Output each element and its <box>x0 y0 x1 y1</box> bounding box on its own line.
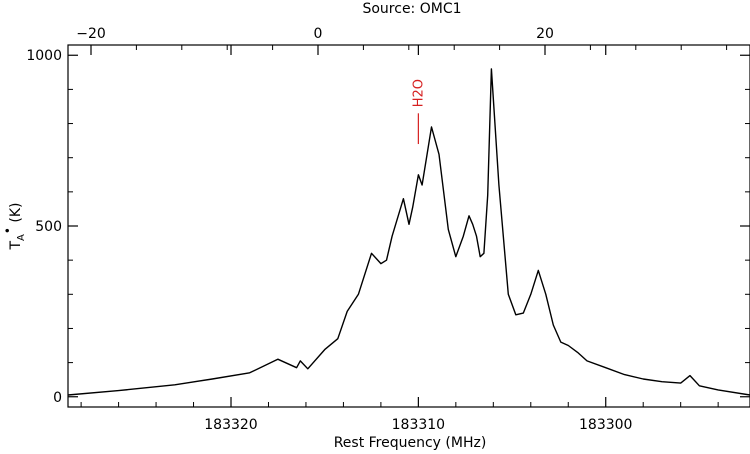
h2o-label: H2O <box>411 79 426 107</box>
x-tick-label: 183320 <box>204 417 257 433</box>
y-axis-title: TA• (K) <box>1 202 27 250</box>
x-axis-top: −20 0 20 <box>76 26 728 55</box>
x-axis-title: Rest Frequency (MHz) <box>334 435 487 451</box>
plot-frame <box>67 44 750 408</box>
x-axis-bottom: 183320 183310 183300 <box>80 45 719 433</box>
svg-text:TA• (K): TA• (K) <box>1 202 27 250</box>
y-tick-label: 1000 <box>26 48 62 64</box>
x-tick-label: 183300 <box>579 417 632 433</box>
top-tick-label: 0 <box>314 26 323 42</box>
chart-title: Source: OMC1 <box>362 1 461 17</box>
y-tick-label: 500 <box>35 219 62 235</box>
x-tick-label: 183310 <box>392 417 445 433</box>
top-tick-label: 20 <box>536 26 554 42</box>
line-annotations: H2O <box>411 79 426 145</box>
y-axis: 0 500 1000 <box>26 48 750 406</box>
y-tick-label: 0 <box>53 390 62 406</box>
top-tick-label: −20 <box>76 26 106 42</box>
spectrum-series-line <box>67 68 750 396</box>
